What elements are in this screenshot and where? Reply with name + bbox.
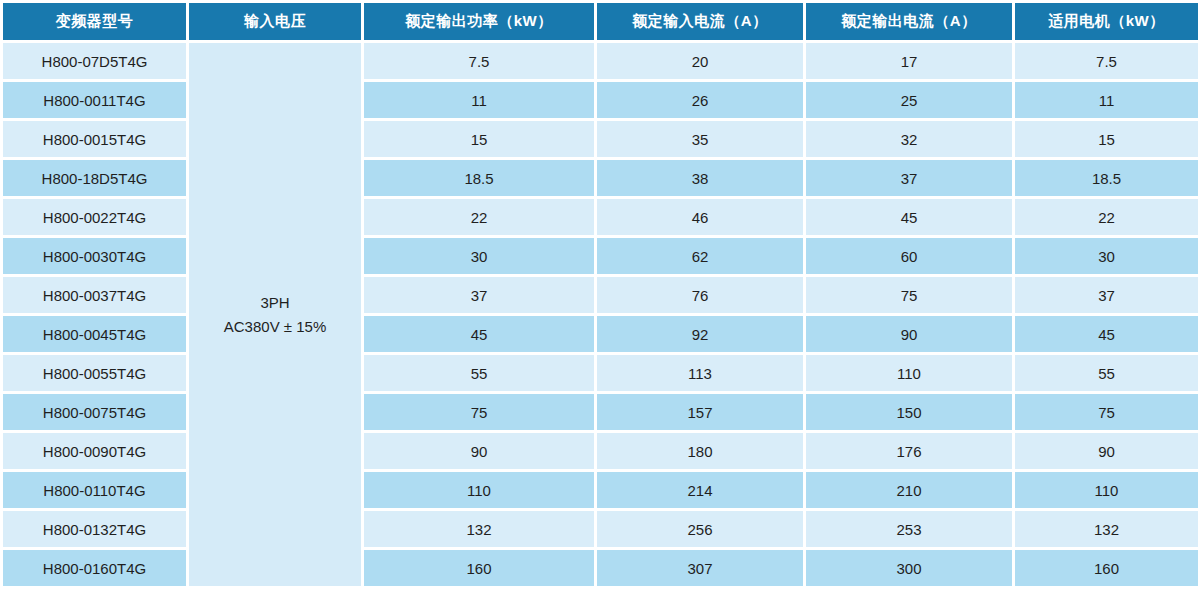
input-current-cell: 214: [597, 472, 803, 508]
input-voltage-cell: 3PH AC380V ± 15%: [189, 43, 361, 586]
header-output-power: 额定输出功率（kW）: [364, 3, 594, 40]
input-current-cell: 307: [597, 550, 803, 586]
table-row: H800-07D5T4G 3PH AC380V ± 15% 7.5 20 17 …: [3, 43, 1198, 79]
motor-cell: 55: [1015, 355, 1198, 391]
output-current-cell: 210: [806, 472, 1012, 508]
model-cell: H800-18D5T4G: [3, 160, 186, 196]
header-output-current: 额定输出电流（A）: [806, 3, 1012, 40]
output-power-cell: 160: [364, 550, 594, 586]
output-power-cell: 110: [364, 472, 594, 508]
output-current-cell: 17: [806, 43, 1012, 79]
table-body: H800-07D5T4G 3PH AC380V ± 15% 7.5 20 17 …: [3, 43, 1198, 586]
table-row: H800-0015T4G 15 35 32 15: [3, 121, 1198, 157]
header-input-voltage: 输入电压: [189, 3, 361, 40]
table-row: H800-0055T4G 55 113 110 55: [3, 355, 1198, 391]
output-power-cell: 90: [364, 433, 594, 469]
model-cell: H800-0090T4G: [3, 433, 186, 469]
motor-cell: 22: [1015, 199, 1198, 235]
model-cell: H800-0011T4G: [3, 82, 186, 118]
output-power-cell: 22: [364, 199, 594, 235]
output-current-cell: 90: [806, 316, 1012, 352]
voltage-line1: 3PH: [189, 291, 361, 315]
model-cell: H800-0110T4G: [3, 472, 186, 508]
output-current-cell: 253: [806, 511, 1012, 547]
motor-cell: 37: [1015, 277, 1198, 313]
model-cell: H800-07D5T4G: [3, 43, 186, 79]
motor-cell: 75: [1015, 394, 1198, 430]
model-cell: H800-0055T4G: [3, 355, 186, 391]
output-current-cell: 25: [806, 82, 1012, 118]
motor-cell: 15: [1015, 121, 1198, 157]
output-power-cell: 132: [364, 511, 594, 547]
output-current-cell: 110: [806, 355, 1012, 391]
input-current-cell: 113: [597, 355, 803, 391]
model-cell: H800-0030T4G: [3, 238, 186, 274]
input-current-cell: 157: [597, 394, 803, 430]
output-current-cell: 37: [806, 160, 1012, 196]
table-row: H800-0090T4G 90 180 176 90: [3, 433, 1198, 469]
output-power-cell: 45: [364, 316, 594, 352]
header-motor: 适用电机（kW）: [1015, 3, 1198, 40]
model-cell: H800-0037T4G: [3, 277, 186, 313]
output-current-cell: 150: [806, 394, 1012, 430]
model-cell: H800-0045T4G: [3, 316, 186, 352]
header-input-current: 额定输入电流（A）: [597, 3, 803, 40]
table-row: H800-0045T4G 45 92 90 45: [3, 316, 1198, 352]
output-current-cell: 300: [806, 550, 1012, 586]
table-row: H800-0011T4G 11 26 25 11: [3, 82, 1198, 118]
model-cell: H800-0132T4G: [3, 511, 186, 547]
output-power-cell: 7.5: [364, 43, 594, 79]
input-current-cell: 38: [597, 160, 803, 196]
input-current-cell: 26: [597, 82, 803, 118]
motor-cell: 7.5: [1015, 43, 1198, 79]
motor-cell: 90: [1015, 433, 1198, 469]
input-current-cell: 76: [597, 277, 803, 313]
motor-cell: 110: [1015, 472, 1198, 508]
table-row: H800-0022T4G 22 46 45 22: [3, 199, 1198, 235]
output-current-cell: 60: [806, 238, 1012, 274]
model-cell: H800-0015T4G: [3, 121, 186, 157]
motor-cell: 160: [1015, 550, 1198, 586]
output-current-cell: 176: [806, 433, 1012, 469]
model-cell: H800-0022T4G: [3, 199, 186, 235]
motor-cell: 132: [1015, 511, 1198, 547]
output-power-cell: 55: [364, 355, 594, 391]
output-current-cell: 75: [806, 277, 1012, 313]
inverter-spec-table: 变频器型号 输入电压 额定输出功率（kW） 额定输入电流（A） 额定输出电流（A…: [0, 0, 1201, 589]
model-cell: H800-0075T4G: [3, 394, 186, 430]
table-row: H800-0160T4G 160 307 300 160: [3, 550, 1198, 586]
input-current-cell: 20: [597, 43, 803, 79]
output-power-cell: 11: [364, 82, 594, 118]
input-current-cell: 180: [597, 433, 803, 469]
input-current-cell: 46: [597, 199, 803, 235]
input-current-cell: 35: [597, 121, 803, 157]
table-row: H800-0132T4G 132 256 253 132: [3, 511, 1198, 547]
table-row: H800-0075T4G 75 157 150 75: [3, 394, 1198, 430]
voltage-line2: AC380V ± 15%: [189, 315, 361, 339]
table-row: H800-0037T4G 37 76 75 37: [3, 277, 1198, 313]
output-power-cell: 37: [364, 277, 594, 313]
output-power-cell: 75: [364, 394, 594, 430]
motor-cell: 11: [1015, 82, 1198, 118]
motor-cell: 18.5: [1015, 160, 1198, 196]
table-row: H800-18D5T4G 18.5 38 37 18.5: [3, 160, 1198, 196]
output-current-cell: 32: [806, 121, 1012, 157]
table-header-row: 变频器型号 输入电压 额定输出功率（kW） 额定输入电流（A） 额定输出电流（A…: [3, 3, 1198, 40]
motor-cell: 30: [1015, 238, 1198, 274]
output-power-cell: 30: [364, 238, 594, 274]
model-cell: H800-0160T4G: [3, 550, 186, 586]
input-current-cell: 256: [597, 511, 803, 547]
output-current-cell: 45: [806, 199, 1012, 235]
input-current-cell: 62: [597, 238, 803, 274]
table-row: H800-0030T4G 30 62 60 30: [3, 238, 1198, 274]
output-power-cell: 18.5: [364, 160, 594, 196]
motor-cell: 45: [1015, 316, 1198, 352]
input-current-cell: 92: [597, 316, 803, 352]
output-power-cell: 15: [364, 121, 594, 157]
header-model: 变频器型号: [3, 3, 186, 40]
table-row: H800-0110T4G 110 214 210 110: [3, 472, 1198, 508]
